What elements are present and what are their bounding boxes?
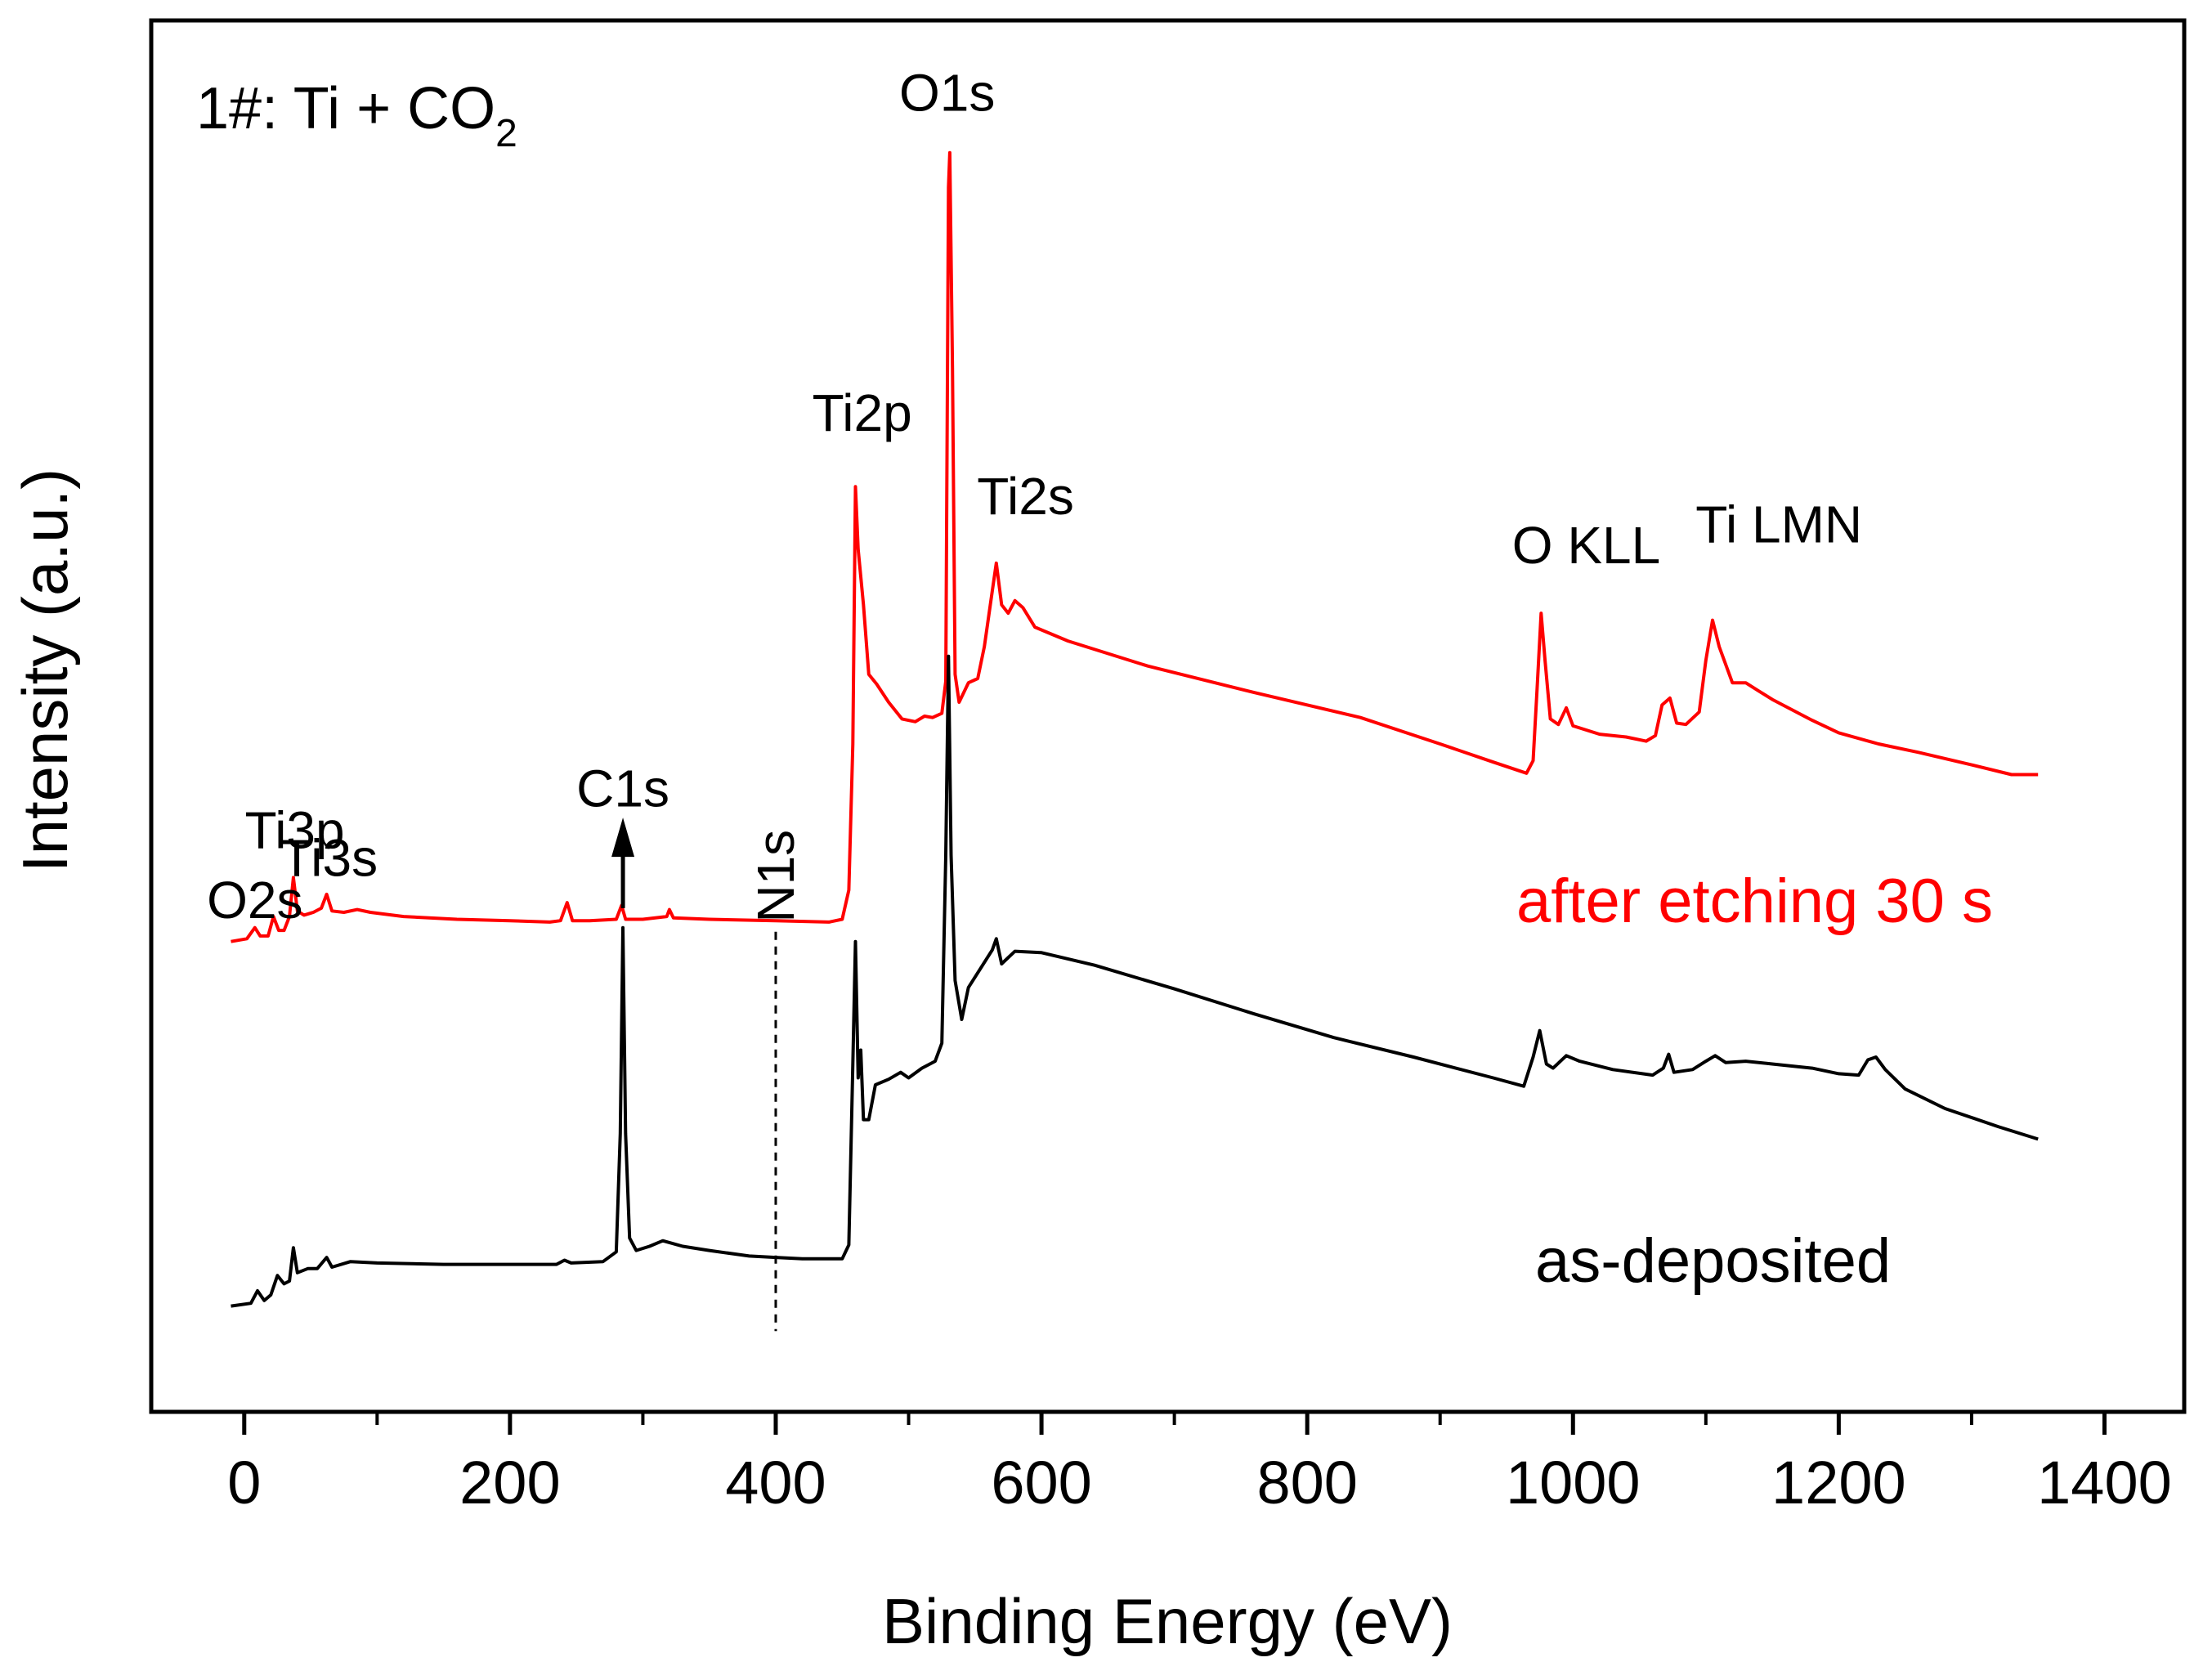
series-line-after-etching (231, 150, 2039, 943)
x-axis-title: Binding Energy (eV) (882, 1585, 1453, 1657)
x-tick-label-1400: 1400 (2037, 1449, 2172, 1516)
series-label-after-etching: after etching 30 s (1516, 867, 1993, 936)
c1s-arrow-head (611, 818, 635, 858)
panel-title-subscript: 2 (495, 112, 517, 155)
series-label-as-deposited: as-deposited (1535, 1226, 1891, 1296)
x-tick-label-1000: 1000 (1506, 1449, 1641, 1516)
peak-label-o1s: O1s (899, 64, 995, 123)
panel-title: 1#: Ti + CO2 (196, 76, 517, 155)
series-line-as-deposited (231, 654, 2039, 1308)
peak-label-ti2s: Ti2s (977, 467, 1074, 526)
x-tick-label-200: 200 (459, 1449, 560, 1516)
plot-frame (149, 18, 2187, 1414)
peak-label-o-kll: O KLL (1512, 516, 1660, 575)
x-axis-tick-labels: 0 200 400 600 800 1000 1200 1400 (227, 1449, 2172, 1516)
x-tick-label-800: 800 (1256, 1449, 1357, 1516)
peak-label-c1s: C1s (576, 759, 669, 818)
y-axis-title: Intensity (a.u.) (9, 468, 81, 872)
panel-title-main: 1#: Ti + CO (196, 76, 495, 141)
x-tick-label-1200: 1200 (1771, 1449, 1906, 1516)
peak-label-ti-lmn: Ti LMN (1695, 495, 1862, 553)
x-tick-label-600: 600 (991, 1449, 1091, 1516)
series-layer (231, 150, 2039, 1308)
peak-label-ti3s: Ti3s (281, 829, 378, 888)
peak-label-o2s: O2s (207, 871, 302, 930)
x-tick-label-0: 0 (227, 1449, 261, 1516)
peak-label-ti3p: Ti3p (244, 801, 344, 860)
x-tick-label-400: 400 (725, 1449, 826, 1516)
x-axis-ticks (242, 1412, 2107, 1435)
peak-label-ti2p: Ti2p (813, 383, 912, 442)
peak-label-n1s: N1s (746, 830, 805, 923)
